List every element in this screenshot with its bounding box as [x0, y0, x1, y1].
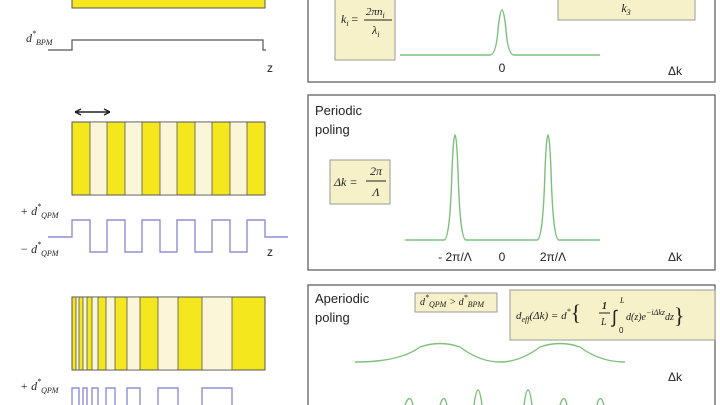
peaks: [405, 134, 600, 241]
crystal: [71, 0, 266, 9]
axis-label: Δk: [668, 250, 683, 264]
tick-label: 0: [499, 61, 506, 75]
one: 1: [602, 301, 607, 312]
formula-box: [334, 0, 396, 61]
periodic-crystal: [71, 121, 266, 196]
axis-label: Δk: [668, 370, 683, 384]
panel-title: poling: [315, 122, 350, 137]
d-profile: [71, 387, 233, 405]
formula: Δk =: [333, 175, 357, 189]
minus-d-label: − d*QPM: [20, 240, 60, 258]
denominator: λi: [371, 23, 379, 39]
formula-box: [329, 159, 391, 205]
panel-title: poling: [315, 310, 350, 325]
tick-label: - 2π/Λ: [438, 250, 472, 264]
integrand: d(z)e−iΔkzdz}: [626, 303, 684, 328]
k3-box: [557, 0, 696, 21]
d-label: d*BPM: [26, 29, 54, 47]
d-profile: [48, 39, 266, 51]
formula: ki =: [341, 12, 359, 28]
formula: deff(Δk) = d*{: [516, 300, 581, 325]
integral: ∫: [610, 307, 618, 327]
panel-title: Periodic: [315, 103, 362, 118]
k3: k3: [621, 1, 630, 17]
numerator: 2π: [370, 164, 383, 178]
d-profile: [48, 219, 288, 253]
z-label: z: [267, 61, 273, 75]
peak: [400, 9, 600, 56]
aperiodic-crystal: [71, 296, 266, 371]
z-label: z: [267, 245, 273, 259]
panel-title: Aperiodic: [315, 291, 370, 306]
period-arrow: [74, 108, 111, 116]
upper-limit: L: [619, 296, 625, 305]
lower-limit: 0: [619, 326, 624, 335]
condition: d*QPM > d*BPM: [420, 293, 485, 309]
L: L: [600, 317, 607, 328]
denominator: Λ: [371, 185, 380, 199]
tick-label: 2π/Λ: [540, 250, 566, 264]
plus-d-label: + d*QPM: [20, 202, 60, 220]
peaks: [404, 389, 605, 405]
plus-d-label: + d*QPM: [20, 377, 60, 395]
axis-label: Δk: [668, 64, 683, 78]
tick-label: 0: [499, 250, 506, 264]
numerator: 2πni: [366, 6, 385, 20]
envelope: [354, 342, 626, 363]
condition-box: [414, 292, 498, 313]
formula-box: [509, 289, 716, 341]
